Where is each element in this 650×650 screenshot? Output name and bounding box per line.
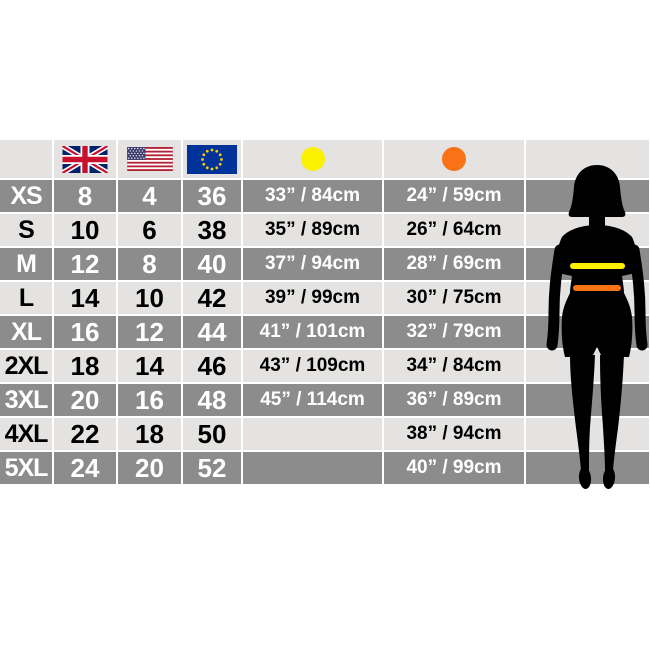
bust-cell: 41” / 101cm (243, 316, 382, 348)
silhouette-neck (589, 198, 605, 230)
header-us-cell (118, 140, 181, 178)
silhouette-right-foot (602, 467, 616, 489)
bust-cell: 45” / 114cm (243, 384, 382, 416)
bust-cell: 37” / 94cm (243, 248, 382, 280)
eu-size-cell: 42 (183, 282, 241, 314)
us-size-cell: 18 (118, 418, 181, 450)
uk-size-cell: 12 (54, 248, 116, 280)
us-size-cell: 20 (118, 452, 181, 484)
female-silhouette (546, 165, 648, 489)
waist-cell: 26” / 64cm (384, 214, 524, 246)
waist-cell: 30” / 75cm (384, 282, 524, 314)
eu-size-cell: 50 (183, 418, 241, 450)
bust-cell: 43” / 109cm (243, 350, 382, 382)
header-eu-cell (183, 140, 241, 178)
silhouette-left-foot (578, 467, 592, 489)
waist-cell: 24” / 59cm (384, 180, 524, 212)
eu-size-cell: 48 (183, 384, 241, 416)
header-uk-cell (54, 140, 116, 178)
size-label: 3XL (0, 384, 52, 416)
size-label: XL (0, 316, 52, 348)
size-label: 2XL (0, 350, 52, 382)
bust-cell (243, 418, 382, 450)
waist-band (573, 285, 621, 291)
header-bust-cell (243, 140, 382, 178)
silhouette-left-arm (546, 244, 566, 351)
bust-cell: 39” / 99cm (243, 282, 382, 314)
us-size-cell: 14 (118, 350, 181, 382)
uk-size-cell: 14 (54, 282, 116, 314)
waist-cell: 40” / 99cm (384, 452, 524, 484)
us-size-cell: 6 (118, 214, 181, 246)
silhouette-right-leg (600, 355, 624, 470)
waist-cell: 28” / 69cm (384, 248, 524, 280)
bust-cell: 35” / 89cm (243, 214, 382, 246)
size-label: M (0, 248, 52, 280)
us-size-cell: 12 (118, 316, 181, 348)
uk-size-cell: 18 (54, 350, 116, 382)
uk-size-cell: 16 (54, 316, 116, 348)
us-size-cell: 16 (118, 384, 181, 416)
us-size-cell: 4 (118, 180, 181, 212)
size-label: XS (0, 180, 52, 212)
eu-size-cell: 44 (183, 316, 241, 348)
us-size-cell: 8 (118, 248, 181, 280)
us-flag-icon (126, 147, 173, 171)
waist-marker-dot-icon (442, 147, 466, 171)
eu-size-cell: 46 (183, 350, 241, 382)
eu-size-cell: 52 (183, 452, 241, 484)
waist-cell: 36” / 89cm (384, 384, 524, 416)
eu-size-cell: 38 (183, 214, 241, 246)
us-size-cell: 10 (118, 282, 181, 314)
bust-cell: 33” / 84cm (243, 180, 382, 212)
bust-band (570, 263, 625, 269)
size-table: XS 8 4 36 33” / 84cm 24” / 59cm S 10 6 3… (0, 140, 649, 484)
waist-cell: 32” / 79cm (384, 316, 524, 348)
uk-size-cell: 22 (54, 418, 116, 450)
header-waist-cell (384, 140, 524, 178)
bust-cell (243, 452, 382, 484)
waist-cell: 38” / 94cm (384, 418, 524, 450)
size-label: 4XL (0, 418, 52, 450)
bust-marker-dot-icon (300, 147, 325, 171)
header-size-cell (0, 140, 52, 178)
uk-size-cell: 24 (54, 452, 116, 484)
uk-size-cell: 10 (54, 214, 116, 246)
uk-size-cell: 20 (54, 384, 116, 416)
uk-size-cell: 8 (54, 180, 116, 212)
eu-size-cell: 36 (183, 180, 241, 212)
eu-size-cell: 40 (183, 248, 241, 280)
eu-flag-icon (187, 144, 237, 174)
size-label: 5XL (0, 452, 52, 484)
silhouette-left-leg (570, 355, 595, 470)
silhouette-hair (568, 165, 626, 217)
size-label: L (0, 282, 52, 314)
waist-cell: 34” / 84cm (384, 350, 524, 382)
uk-flag-icon (62, 145, 108, 173)
silhouette-right-arm (628, 244, 648, 351)
size-label: S (0, 214, 52, 246)
